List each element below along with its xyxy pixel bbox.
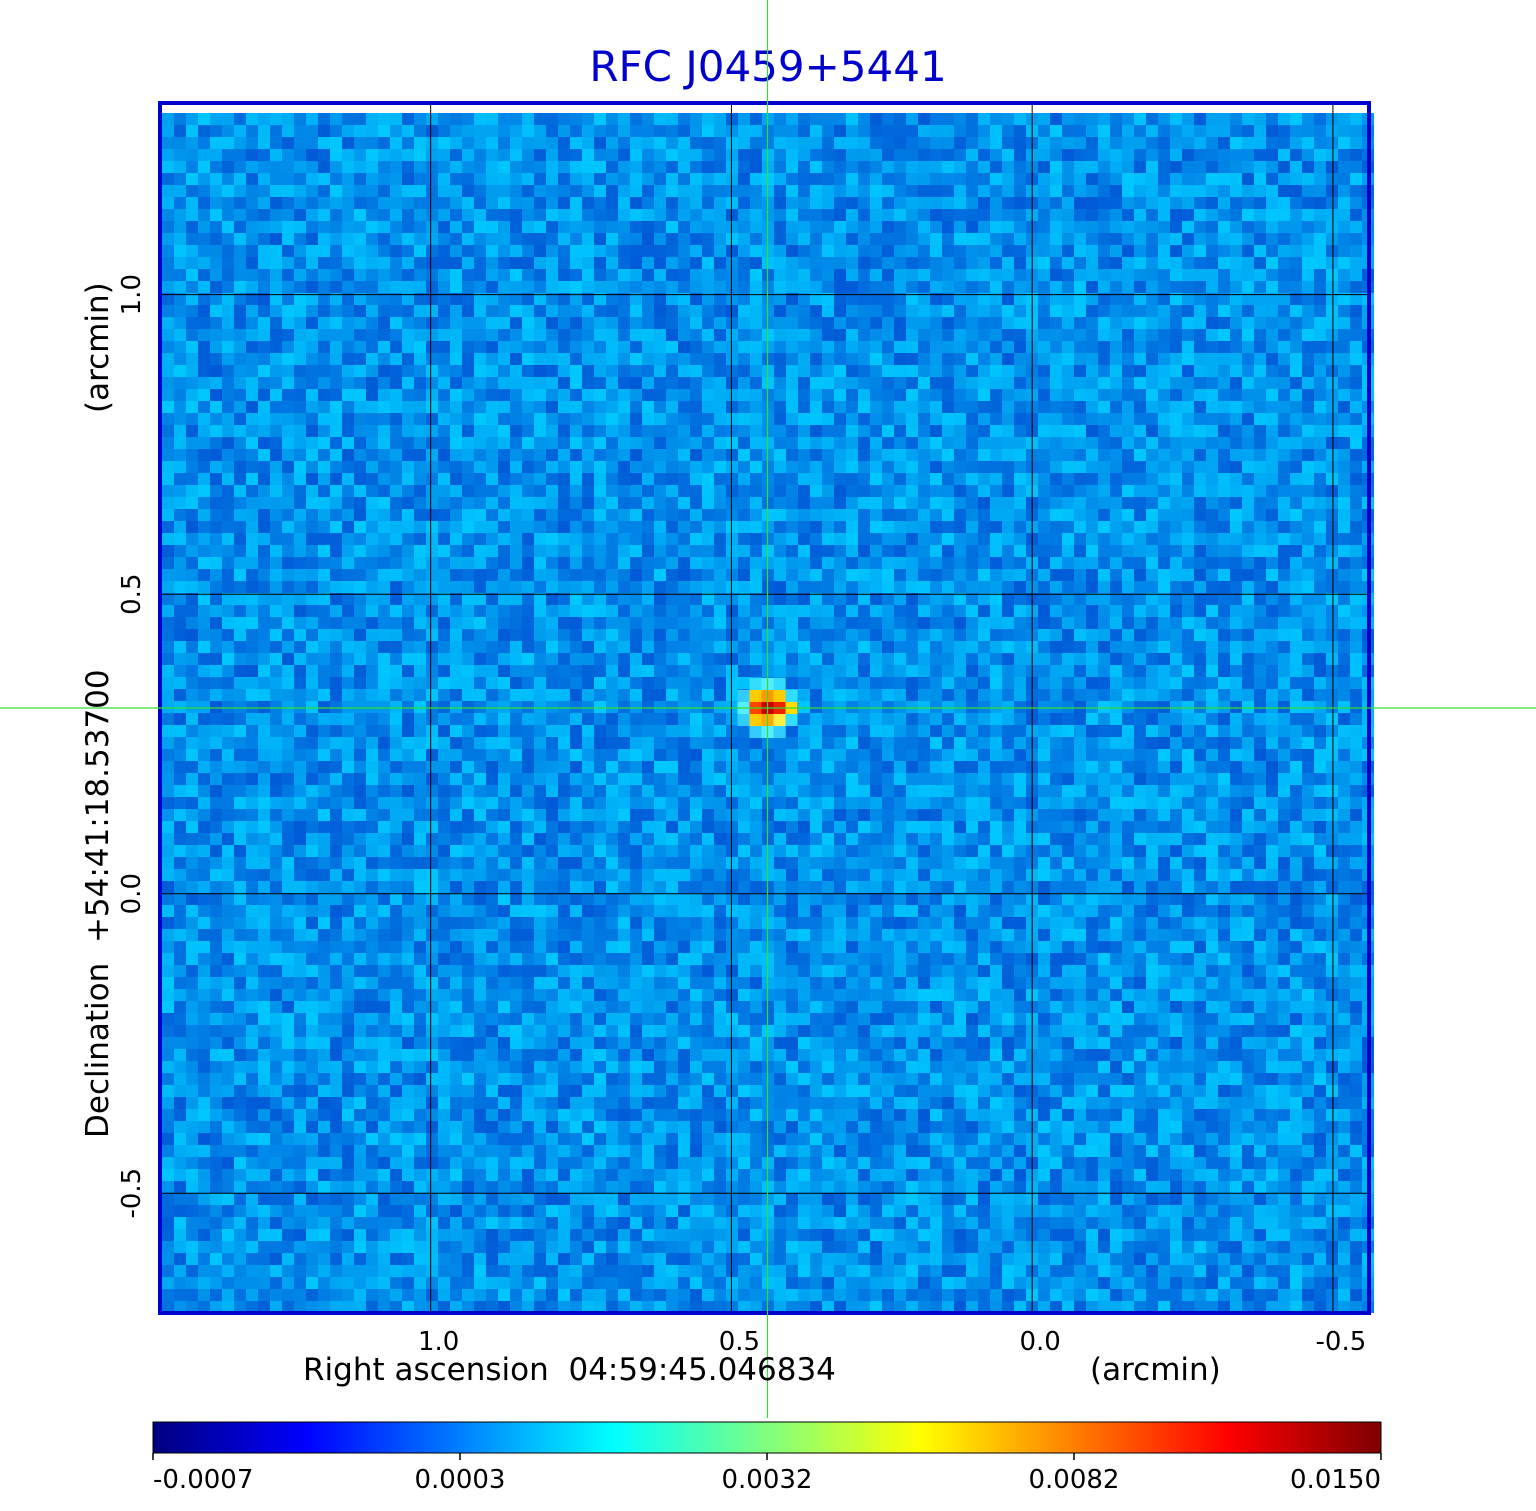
source-pixel [773,678,786,690]
source-pixel [749,690,762,702]
y-tick-label: 0.0 [117,873,147,914]
colorbar-tick-label: 0.0082 [1029,1465,1120,1495]
source-blob [737,678,798,738]
colorbar-tick-label: 0.0003 [415,1465,506,1495]
source-pixel [773,726,786,738]
colorbar [152,1421,1382,1454]
colorbar-ticks: -0.0007 0.0003 0.0032 0.0082 0.0150 [152,1453,1382,1495]
x-tick-label: -0.5 [1316,1327,1367,1357]
x-axis-label: Right ascension 04:59:45.046834 [303,1352,836,1388]
x-tick-label: 0.0 [1019,1327,1060,1357]
y-tick-label: 0.5 [117,574,147,615]
x-tick-label: 0.5 [719,1327,760,1357]
x-tick-label: 1.0 [418,1327,459,1357]
y-tick-label: 1.0 [117,274,147,315]
y-tick-label: -0.5 [117,1168,147,1219]
source-pixel [749,726,762,738]
colorbar-tick-label: 0.0150 [1290,1465,1381,1495]
source-pixel [749,714,762,726]
colorbar-tick-label: 0.0032 [722,1465,813,1495]
colorbar-tick-label: -0.0007 [153,1465,253,1495]
tick-labels: 1.0 0.5 0.0 -0.5 1.0 0.5 0.0 -0.5 [117,274,1366,1357]
source-pixel [785,714,798,726]
source-pixel [785,690,798,702]
source-pixel [749,678,762,690]
y-axis-unit: (arcmin) [80,282,116,413]
y-axis-label: Declination +54:41:18.53700 [80,669,116,1138]
x-axis-unit: (arcmin) [1090,1352,1221,1388]
crosshair [0,0,1536,1418]
source-pixel [737,690,750,702]
source-pixel [773,690,786,702]
source-pixel [737,714,750,726]
source-pixel [773,714,786,726]
